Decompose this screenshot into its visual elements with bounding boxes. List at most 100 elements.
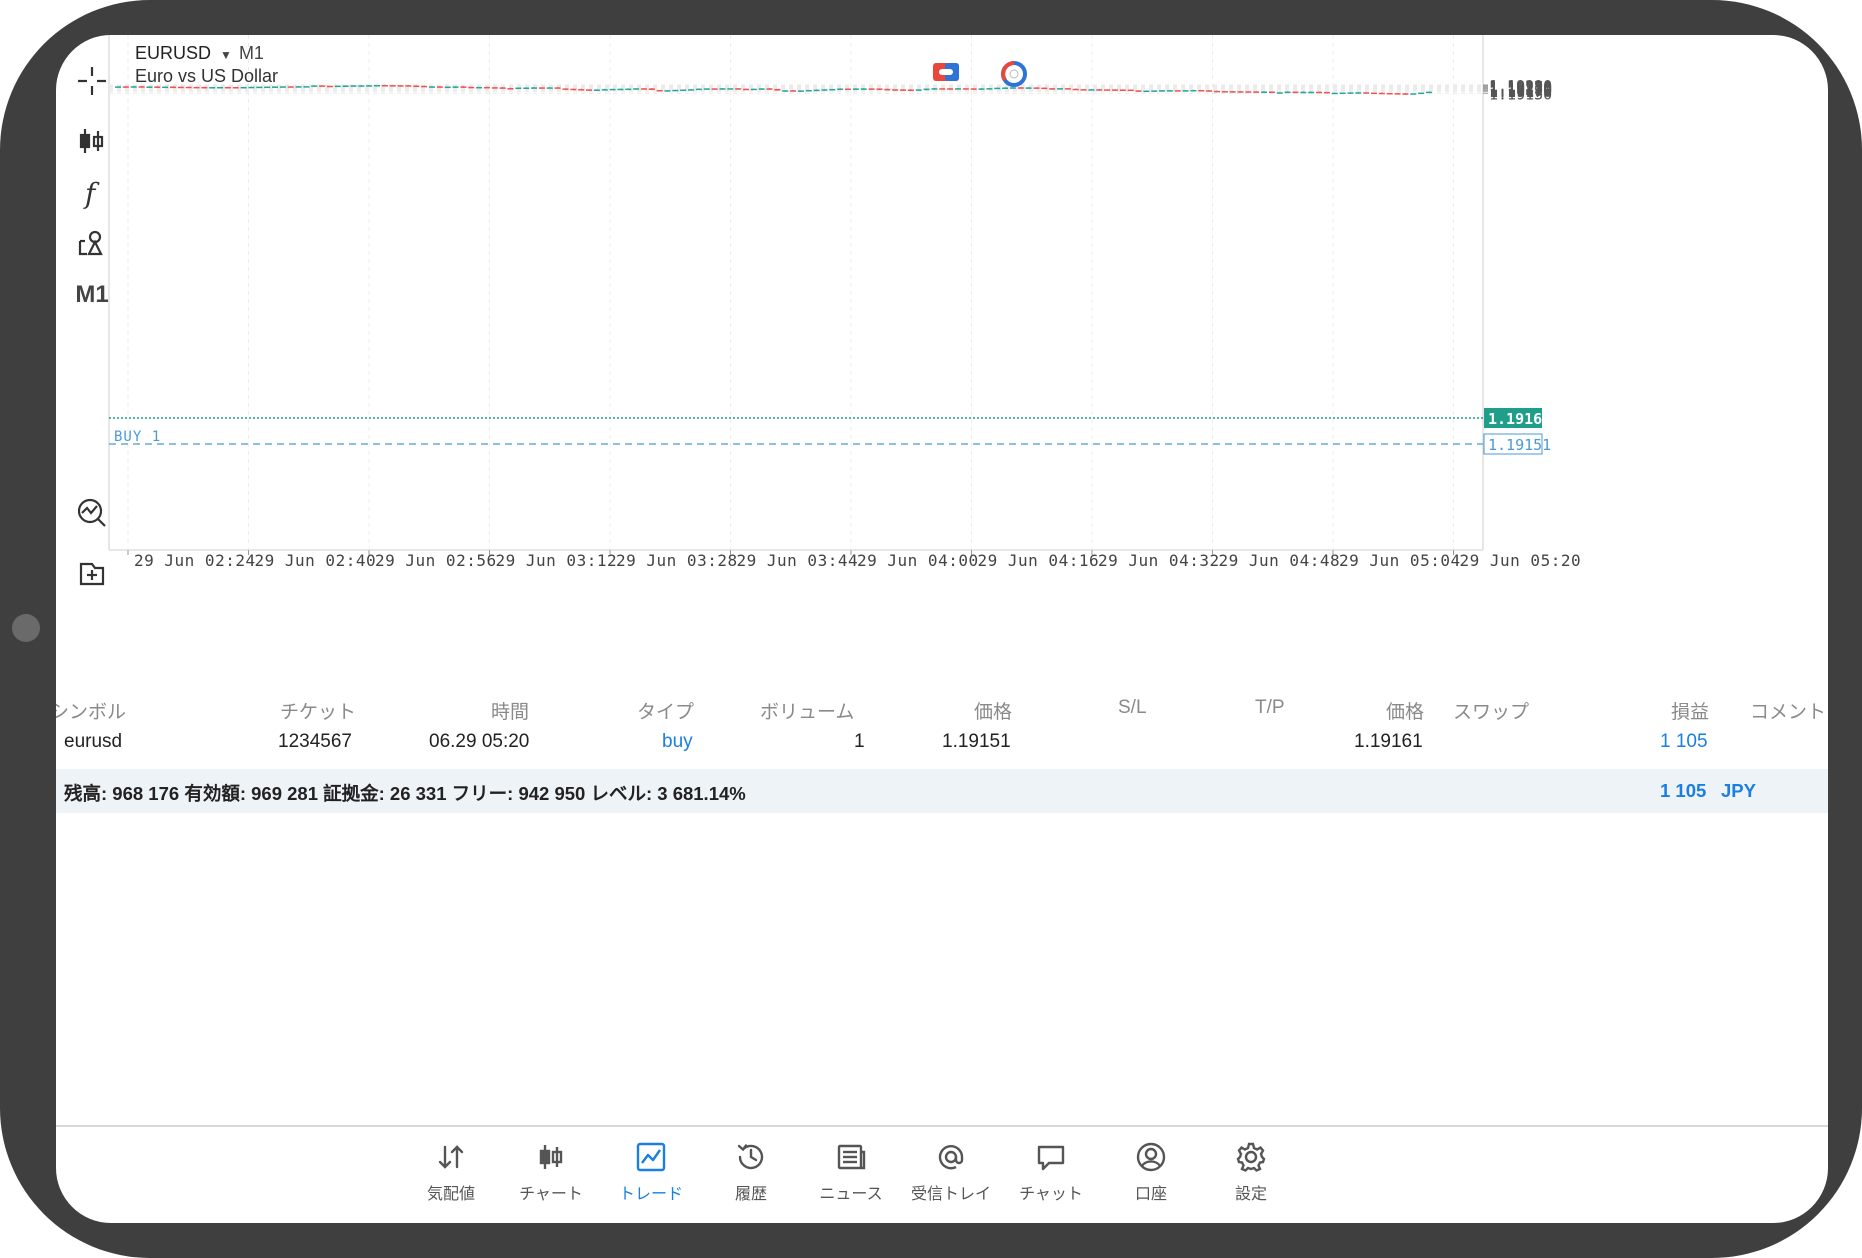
candle-body (1111, 89, 1118, 91)
candle-body (1363, 92, 1370, 94)
nav-account[interactable]: 口座 (1101, 1141, 1201, 1211)
nav-news-label: ニュース (819, 1184, 883, 1203)
trade-toggle-icon[interactable] (932, 61, 960, 87)
col-price: 価格 (974, 702, 1013, 723)
chart-toolbar: f M1 (56, 35, 128, 675)
toolbar-timeframe-label: M1 (75, 281, 109, 308)
order-line-label[interactable]: BUY 1 (114, 429, 161, 445)
nav-settings-label: 設定 (1234, 1184, 1267, 1203)
chart-symbol[interactable]: EURUSD (135, 43, 212, 63)
candle-body (405, 85, 412, 87)
time-axis-label: 29 Jun 04:32 (1098, 551, 1220, 570)
candle-body (648, 88, 655, 90)
time-axis-label: 29 Jun 05:20 (1460, 551, 1582, 570)
candle-body (240, 86, 247, 89)
candle-body (1331, 92, 1338, 95)
candle-body (374, 85, 381, 87)
col-profit: 損益 (1671, 702, 1710, 723)
candle-body (1410, 93, 1417, 95)
candle-body (1284, 91, 1291, 94)
candle-body (1308, 91, 1315, 94)
candle-body (1347, 92, 1354, 94)
objects-shapes-icon[interactable] (68, 219, 116, 267)
candle-body (1064, 88, 1071, 90)
candle-body (287, 86, 294, 88)
col-sl: S/L (1118, 697, 1147, 718)
timeframe-button[interactable]: M1 (68, 271, 116, 319)
candle-body (1025, 87, 1032, 89)
nav-chart-label: チャート (519, 1184, 583, 1203)
function-f-icon[interactable]: f (68, 169, 116, 217)
candle-body (994, 87, 1001, 90)
bottom-navigation: 気配値 チャート トレード 履歴 ニュース 受信トレイ チャット 口座 (56, 1127, 1828, 1223)
candle-body (248, 86, 255, 89)
candle-body (1261, 91, 1268, 93)
add-chart-icon[interactable] (68, 549, 116, 597)
candle-body (1049, 88, 1056, 90)
candle-body (711, 88, 718, 90)
indicators-candles-icon[interactable] (68, 117, 116, 165)
candle-body (617, 88, 624, 91)
candle-body (1190, 89, 1197, 92)
candle-body (507, 88, 514, 90)
candle-body (429, 86, 435, 88)
candle-body (460, 86, 467, 88)
crosshair-icon[interactable] (68, 57, 116, 105)
table-row[interactable]: eurusd 1234567 06.29 05:20 buy 1 1.19151… (56, 731, 1828, 775)
candle-body (326, 85, 333, 88)
connection-status-icon[interactable] (1000, 60, 1028, 92)
svg-text:f: f (83, 177, 100, 209)
candle-body (334, 85, 341, 88)
candle-body (1371, 92, 1377, 95)
candle-body (303, 86, 310, 88)
account-user-icon (1136, 1142, 1166, 1172)
nav-quotes[interactable]: 気配値 (401, 1141, 501, 1211)
candle-body (688, 89, 695, 91)
chart-canvas[interactable]: 1.192901.192701.192501.192301.192101.191… (56, 35, 1828, 680)
candle-body (499, 87, 506, 89)
candle-body (1323, 91, 1330, 94)
candle-body (468, 86, 475, 89)
dropdown-arrow-icon[interactable]: ▼ (220, 48, 232, 62)
nav-trade[interactable]: トレード (601, 1141, 701, 1211)
settings-gear-icon (1236, 1142, 1266, 1172)
time-axis-label: 29 Jun 03:12 (496, 551, 618, 570)
candle-body (609, 88, 616, 91)
candle-body (640, 88, 647, 90)
candle-body (1221, 91, 1228, 93)
nav-news[interactable]: ニュース (801, 1141, 901, 1211)
candle-body (209, 87, 216, 89)
chart-search-icon[interactable] (68, 489, 116, 537)
chart-symbol-header[interactable]: EURUSD ▼ M1 (135, 43, 264, 64)
candle-body (586, 89, 592, 91)
candle-body (1151, 90, 1158, 92)
price-chart[interactable]: 1.19290 1.19270 1.19250 1.19230 1.19210 1.191… (56, 35, 1828, 680)
chart-timeframe[interactable]: M1 (238, 43, 264, 63)
nav-inbox[interactable]: 受信トレイ (901, 1141, 1001, 1211)
candle-body (1253, 91, 1260, 93)
price-axis-label: 1.19210 (1489, 81, 1552, 99)
order-price-tag (1483, 433, 1543, 455)
nav-settings[interactable]: 設定 (1201, 1141, 1301, 1211)
candle-body (538, 87, 545, 89)
nav-chart[interactable]: チャート (501, 1141, 601, 1211)
col-tp: T/P (1255, 697, 1285, 718)
candle-body (656, 89, 663, 92)
candle-body (907, 89, 914, 92)
candle-body (821, 89, 828, 91)
candle-body (546, 87, 553, 89)
candle-body (1198, 89, 1205, 92)
candle-body (813, 89, 820, 92)
candle-body (915, 89, 922, 91)
candle-body (319, 85, 326, 87)
nav-chat[interactable]: チャット (1001, 1141, 1101, 1211)
candle-body (962, 88, 969, 90)
candle-body (601, 89, 608, 91)
nav-history[interactable]: 履歴 (701, 1141, 801, 1211)
candle-body (837, 88, 844, 91)
candle-body (115, 86, 121, 88)
candle-body (342, 85, 349, 88)
candle-body (633, 88, 640, 90)
candle-body (1268, 91, 1275, 93)
candle-body (805, 89, 812, 92)
